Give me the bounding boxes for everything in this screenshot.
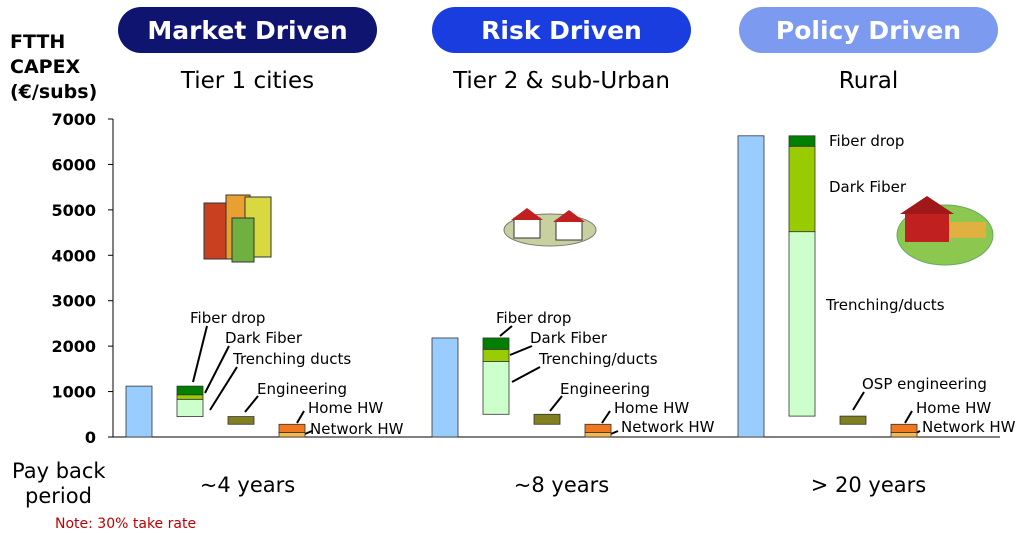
segment-label: Home HW <box>614 399 689 417</box>
segment-label: Dark Fiber <box>530 329 608 347</box>
segment <box>533 413 561 425</box>
segment-label: Engineering <box>257 380 347 398</box>
segment-label: Home HW <box>916 399 991 417</box>
segment <box>278 432 306 438</box>
note: Note: 30% take rate <box>55 516 196 532</box>
payback: > 20 years <box>811 473 926 497</box>
header-pill <box>118 7 377 53</box>
header-pill <box>432 7 691 53</box>
subtitle: Tier 1 cities <box>180 68 314 94</box>
segment <box>482 361 510 415</box>
y-tick-label: 5000 <box>51 201 96 220</box>
segment <box>176 394 204 400</box>
y-axis-label: CAPEX <box>10 56 81 78</box>
y-axis-label: (€/subs) <box>10 81 97 103</box>
segment <box>584 432 612 438</box>
segment-label: Trenching/ducts <box>825 296 945 314</box>
segment-label: Trenching/ducts <box>538 350 658 368</box>
y-tick-label: 4000 <box>51 246 96 265</box>
segment <box>176 385 204 396</box>
segment <box>788 145 816 233</box>
segment-label: Home HW <box>308 399 383 417</box>
segment-label: Network HW <box>310 420 404 438</box>
farm-icon <box>896 196 994 266</box>
y-tick-label: 3000 <box>51 292 96 311</box>
y-tick-label: 7000 <box>51 110 96 129</box>
y-tick-label: 6000 <box>51 155 96 174</box>
total-bar <box>431 337 459 438</box>
header: Policy Driven <box>776 16 961 45</box>
segment-label: Dark Fiber <box>829 178 907 196</box>
segment-label: Network HW <box>621 418 715 436</box>
y-tick-label: 1000 <box>51 383 96 402</box>
segment <box>890 432 918 438</box>
segment-label: Fiber drop <box>190 309 265 327</box>
y-tick-label: 2000 <box>51 337 96 356</box>
leader-lines <box>192 325 921 437</box>
total-bar <box>737 135 765 438</box>
header: Risk Driven <box>481 16 642 45</box>
total-bar <box>125 385 153 438</box>
segment-label: OSP engineering <box>862 375 987 393</box>
payback-label: Pay back <box>12 459 106 483</box>
header: Market Driven <box>147 16 347 45</box>
segment <box>227 416 255 425</box>
segment <box>839 415 867 425</box>
segment-label: Dark Fiber <box>225 329 303 347</box>
payback: ~8 years <box>514 473 609 497</box>
segment <box>482 348 510 362</box>
segment <box>788 231 816 417</box>
segment-label: Engineering <box>560 380 650 398</box>
y-axis-label: FTTH <box>10 31 65 53</box>
segment-label: Fiber drop <box>829 132 904 150</box>
segment <box>482 337 510 350</box>
houses-icon <box>503 208 597 247</box>
payback: ~4 years <box>200 473 295 497</box>
y-tick-label: 0 <box>85 428 96 447</box>
segment <box>788 135 816 147</box>
header-pill <box>739 7 998 53</box>
buildings-icon <box>203 194 272 263</box>
segment <box>278 423 306 433</box>
segment <box>176 398 204 417</box>
segment-label: Trenching ducts <box>232 350 351 368</box>
subtitle: Rural <box>839 68 898 94</box>
segment <box>890 423 918 433</box>
segment-label: Fiber drop <box>496 309 571 327</box>
segment-label: Network HW <box>922 418 1016 436</box>
subtitle: Tier 2 & sub-Urban <box>452 68 670 94</box>
segment <box>584 423 612 433</box>
payback-label: period <box>25 484 92 508</box>
